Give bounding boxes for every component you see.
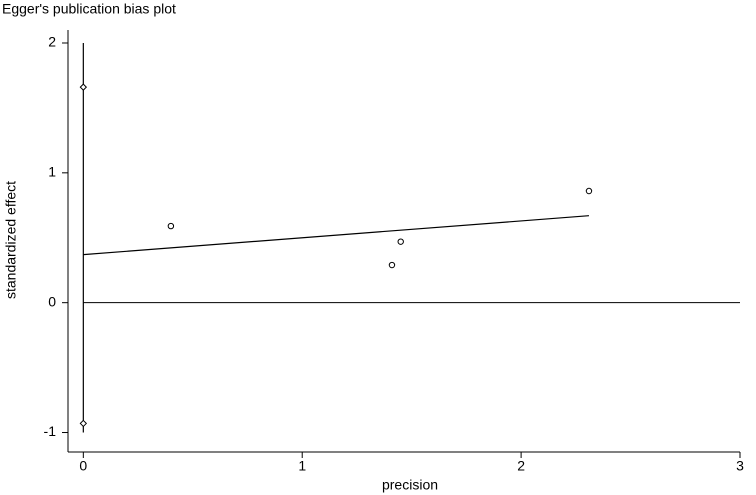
diamond-point <box>79 83 88 91</box>
point <box>397 238 404 245</box>
chart-title: Egger's publication bias plot <box>2 1 176 17</box>
line <box>83 215 590 256</box>
y-tick-label: -1 <box>44 423 57 439</box>
x-axis-label: precision <box>382 477 438 493</box>
y-axis-label: standardized effect <box>3 181 19 299</box>
diamond-point <box>79 419 88 428</box>
x-tick-label: 3 <box>736 458 744 474</box>
x-tick-label: 2 <box>517 458 525 474</box>
point <box>167 222 175 230</box>
y-tick-label: 2 <box>48 34 56 50</box>
y-tick-label: 0 <box>48 293 56 309</box>
y-tick-label: 1 <box>48 164 56 180</box>
x-tick-label: 1 <box>298 458 306 474</box>
point <box>388 261 396 269</box>
x-tick-label: 0 <box>79 458 87 474</box>
point <box>585 187 593 195</box>
